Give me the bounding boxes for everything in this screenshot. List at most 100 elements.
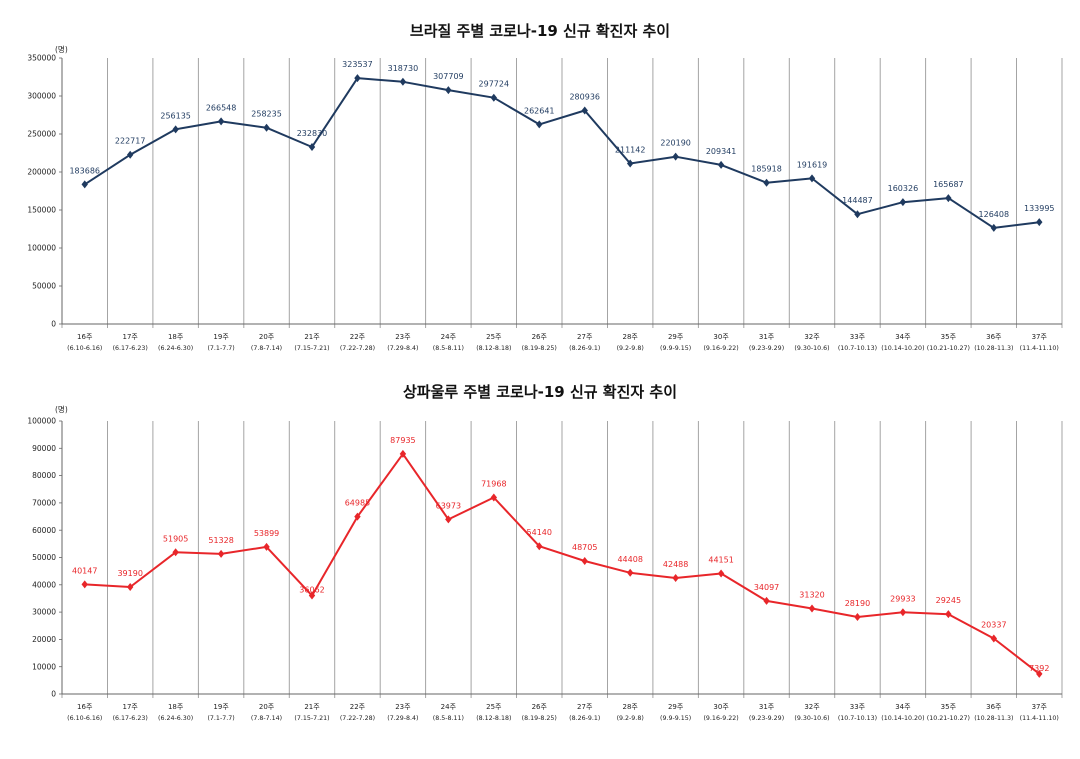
data-point-marker (354, 74, 361, 83)
data-point-marker (990, 223, 998, 232)
data-point-marker (126, 583, 134, 592)
x-tick-label: 24주 (441, 703, 457, 711)
x-tick-label: 19주 (213, 333, 229, 341)
y-tick-label: 250000 (27, 130, 56, 139)
data-point-marker (263, 542, 270, 551)
x-date-range-label: (6.10-6.16) (67, 715, 102, 722)
data-label: 126408 (979, 210, 1010, 219)
x-date-range-label: (11.4-11.10) (1020, 715, 1059, 722)
x-date-range-label: (10.14-10.20) (881, 715, 924, 722)
x-tick-label: 21주 (304, 703, 320, 711)
data-point-marker (626, 159, 634, 168)
data-point-marker (717, 569, 725, 578)
x-date-range-label: (8.26-9.1) (569, 715, 600, 722)
data-label: 160326 (888, 184, 919, 193)
data-point-marker (854, 613, 861, 622)
x-date-range-label: (10.7-10.13) (838, 715, 877, 722)
x-date-range-label: (10.21-10.27) (927, 715, 970, 722)
data-label: 185918 (751, 165, 782, 174)
data-label: 87935 (390, 436, 415, 445)
data-point-marker (854, 210, 861, 219)
x-date-range-label: (7.1-7.7) (207, 715, 234, 722)
data-point-marker (899, 608, 907, 617)
data-label: 256135 (160, 111, 191, 120)
data-label: 280936 (569, 92, 600, 101)
x-tick-label: 16주 (77, 333, 93, 341)
y-tick-label: 350000 (27, 54, 56, 63)
data-point-marker (172, 125, 179, 134)
data-point-marker (808, 174, 816, 183)
data-label: 211142 (615, 146, 646, 155)
x-tick-label: 22주 (350, 703, 366, 711)
x-tick-label: 17주 (123, 703, 139, 711)
data-label: 144487 (842, 196, 873, 205)
data-point-marker (263, 123, 270, 132)
x-tick-label: 23주 (395, 703, 411, 711)
x-date-range-label: (9.23-9.29) (749, 715, 784, 722)
data-label: 7392 (1029, 664, 1049, 673)
x-tick-label: 18주 (168, 333, 184, 341)
data-point-marker (945, 610, 952, 619)
x-date-range-label: (6.17-6.23) (113, 715, 148, 722)
data-label: 258235 (251, 110, 282, 119)
x-date-range-label: (9.9-9.15) (660, 345, 691, 352)
y-tick-label: 0 (51, 320, 56, 329)
data-label: 232830 (297, 129, 328, 138)
x-date-range-label: (9.23-9.29) (749, 345, 784, 352)
data-point-marker (172, 548, 179, 557)
data-point-marker (490, 93, 498, 102)
x-tick-label: 32주 (804, 333, 820, 341)
x-tick-label: 27주 (577, 333, 593, 341)
y-tick-label: 70000 (32, 499, 56, 508)
x-tick-label: 29주 (668, 333, 684, 341)
x-tick-label: 35주 (941, 333, 957, 341)
chart-title: 상파울루 주별 코로나-19 신규 확진자 추이 (403, 383, 677, 401)
y-tick-label: 200000 (27, 168, 56, 177)
x-date-range-label: (9.30-10.6) (794, 715, 829, 722)
data-label: 307709 (433, 72, 464, 81)
x-tick-label: 33주 (850, 703, 866, 711)
x-date-range-label: (9.2-9.8) (617, 715, 644, 722)
x-date-range-label: (9.30-10.6) (794, 345, 829, 352)
x-date-range-label: (7.1-7.7) (207, 345, 234, 352)
x-date-range-label: (9.16-9.22) (703, 345, 738, 352)
data-label: 133995 (1024, 204, 1055, 213)
data-point-marker (126, 150, 134, 159)
x-tick-label: 36주 (986, 333, 1002, 341)
x-date-range-label: (7.15-7.21) (294, 345, 329, 352)
x-date-range-label: (9.9-9.15) (660, 715, 691, 722)
data-point-marker (354, 512, 361, 521)
x-date-range-label: (10.21-10.27) (927, 345, 970, 352)
data-label: 51328 (208, 536, 233, 545)
data-label: 266548 (206, 103, 237, 112)
x-tick-label: 26주 (532, 703, 548, 711)
data-point-marker (899, 198, 907, 207)
data-point-marker (399, 77, 407, 86)
data-label: 44408 (617, 555, 642, 564)
y-tick-label: 100000 (27, 244, 56, 253)
x-date-range-label: (6.24-6.30) (158, 715, 193, 722)
y-unit-label: (명) (55, 44, 68, 54)
data-label: 297724 (479, 80, 510, 89)
x-tick-label: 34주 (895, 703, 911, 711)
data-point-marker (945, 194, 952, 203)
data-point-marker (763, 596, 770, 605)
data-point-marker (536, 120, 543, 129)
data-point-marker (990, 634, 998, 643)
x-tick-label: 37주 (1032, 333, 1048, 341)
series-line (84, 77, 1040, 229)
y-tick-label: 60000 (32, 526, 56, 535)
x-tick-label: 27주 (577, 703, 593, 711)
data-point-marker (399, 449, 407, 458)
data-point-marker (626, 568, 634, 577)
x-date-range-label: (7.22-7.28) (340, 715, 375, 722)
y-tick-label: 150000 (27, 206, 56, 215)
y-tick-label: 10000 (32, 662, 56, 671)
data-label: 44151 (708, 555, 733, 564)
data-point-marker (581, 106, 588, 115)
x-tick-label: 22주 (350, 333, 366, 341)
y-tick-label: 40000 (32, 580, 56, 589)
x-date-range-label: (9.2-9.8) (617, 345, 644, 352)
x-date-range-label: (7.8-7.14) (251, 345, 282, 352)
data-label: 262641 (524, 106, 555, 115)
